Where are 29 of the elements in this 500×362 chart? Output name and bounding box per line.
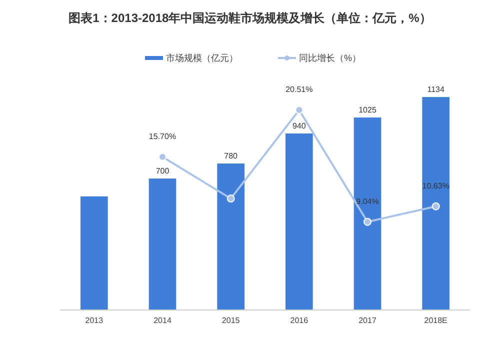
- legend-label: 市场规模（亿元）: [166, 53, 238, 63]
- bar: [286, 133, 313, 310]
- point: [158, 152, 166, 161]
- data-label: 780: [224, 152, 238, 161]
- bar: [80, 196, 108, 310]
- point: [295, 106, 304, 114]
- x-tick-label: 2016: [290, 316, 309, 325]
- x-tick-label: 2018E: [424, 316, 448, 325]
- data-label: 9.04%: [356, 196, 379, 206]
- bar: [217, 164, 244, 310]
- x-tick-label: 2015: [222, 316, 240, 325]
- bar: [148, 178, 176, 310]
- data-label: 1134: [427, 85, 445, 94]
- point: [226, 194, 235, 203]
- legend-label: 同比增长（%）: [299, 53, 362, 63]
- data-label: 10.63%: [422, 181, 450, 190]
- point: [432, 202, 440, 210]
- x-tick-label: 2014: [154, 316, 172, 325]
- bar: [354, 118, 382, 310]
- x-tick-label: 2013: [85, 316, 104, 325]
- data-label: 1025: [358, 106, 377, 115]
- point: [364, 218, 372, 226]
- data-label: 20.51%: [286, 85, 313, 94]
- data-label: 15.70%: [148, 132, 176, 141]
- data-label: 700: [156, 166, 170, 176]
- data-label: 940: [292, 121, 306, 130]
- x-tick-label: 2017: [358, 316, 377, 325]
- bar: [422, 97, 450, 310]
- chart-title: 图表1：2013-2018年中国运动鞋市场规模及增长（单位：亿元，%）: [68, 11, 432, 25]
